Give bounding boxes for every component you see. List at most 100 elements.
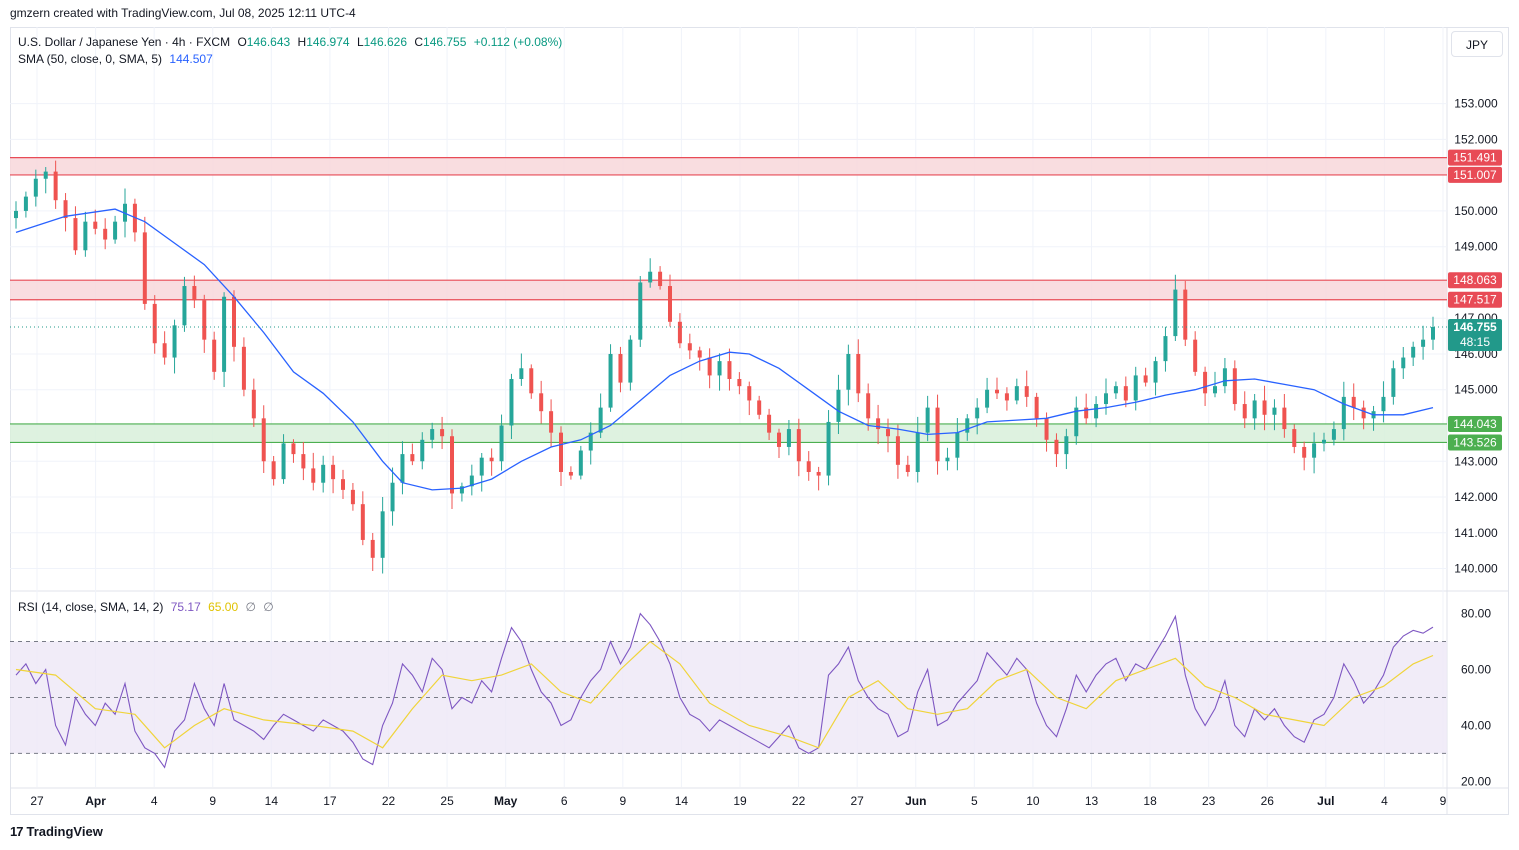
time-tick-label: 18 bbox=[1143, 794, 1157, 808]
time-tick-label: 14 bbox=[265, 794, 279, 808]
candles bbox=[14, 160, 1435, 574]
currency-button[interactable]: JPY bbox=[1451, 31, 1503, 57]
candle-body bbox=[777, 432, 781, 447]
candle-body bbox=[1272, 407, 1277, 415]
candle-body bbox=[440, 429, 445, 437]
candle-body bbox=[1252, 400, 1257, 419]
candle-body bbox=[1183, 289, 1188, 340]
rsi-label[interactable]: RSI (14, close, SMA, 14, 2) bbox=[18, 600, 164, 614]
candle-body bbox=[1113, 386, 1118, 394]
time-tick-label: 26 bbox=[1261, 794, 1275, 808]
candle-body bbox=[549, 411, 554, 433]
time-tick-label: 9 bbox=[1440, 794, 1447, 808]
candle-body bbox=[1361, 407, 1366, 419]
candle-body bbox=[103, 228, 108, 240]
price-tags: 151.491 151.007 148.063 147.517 144.043 143.5… bbox=[1448, 149, 1502, 451]
price-zones bbox=[10, 157, 1447, 444]
candle-body bbox=[43, 171, 48, 179]
high-value: 146.974 bbox=[306, 35, 350, 49]
candle-body bbox=[677, 321, 682, 344]
candle-body bbox=[648, 271, 653, 283]
time-tick-label: 13 bbox=[1085, 794, 1099, 808]
brand-name: TradingView bbox=[26, 824, 103, 839]
time-tick-label: 6 bbox=[561, 794, 568, 808]
candle-body bbox=[142, 232, 147, 304]
candle-body bbox=[1094, 404, 1099, 419]
sma-value: 144.507 bbox=[169, 52, 213, 66]
candle-body bbox=[212, 339, 217, 372]
time-tick-label: May bbox=[494, 794, 518, 808]
rsi-tick-label: 20.00 bbox=[1461, 774, 1491, 788]
support-price-tag bbox=[1448, 434, 1502, 451]
rsi-band bbox=[10, 641, 1447, 754]
resistance-price-tag-label: 148.063 bbox=[1453, 273, 1497, 287]
sma-label[interactable]: SMA (50, close, 0, SMA, 5) bbox=[18, 52, 163, 66]
candle-body bbox=[1203, 371, 1208, 394]
time-tick-label: Apr bbox=[85, 794, 106, 808]
candle-body bbox=[469, 475, 474, 487]
symbol-title[interactable]: U.S. Dollar / Japanese Yen · 4h · FXCM bbox=[18, 35, 231, 49]
time-tick-label: 25 bbox=[440, 794, 454, 808]
candle-body bbox=[1014, 386, 1019, 401]
resistance-price-tag-label: 151.007 bbox=[1453, 168, 1497, 182]
open-value: 146.643 bbox=[246, 35, 291, 49]
candle-body bbox=[1123, 386, 1128, 401]
candle-body bbox=[370, 539, 375, 558]
candle-body bbox=[261, 418, 266, 462]
candle-body bbox=[786, 429, 791, 447]
tradingview-brand[interactable]: 17 TradingView bbox=[10, 824, 103, 839]
candle-body bbox=[63, 200, 68, 219]
candle-body bbox=[53, 171, 58, 201]
resistance-price-tag bbox=[1448, 291, 1502, 308]
rsi-ma-value: 65.00 bbox=[208, 600, 239, 614]
candle-body bbox=[172, 325, 177, 358]
indicator-lines bbox=[10, 208, 1447, 769]
candle-body bbox=[658, 271, 663, 287]
candle-body bbox=[1143, 375, 1148, 383]
candle-body bbox=[767, 414, 772, 433]
candle-body bbox=[1084, 407, 1089, 419]
candle-body bbox=[489, 457, 494, 462]
price-tick-label: 142.000 bbox=[1454, 490, 1498, 504]
candle-body bbox=[747, 386, 752, 401]
candle-body bbox=[1262, 400, 1267, 415]
candle-body bbox=[955, 432, 960, 458]
candle-body bbox=[559, 432, 563, 472]
time-tick-label: 10 bbox=[1026, 794, 1040, 808]
candle-body bbox=[638, 282, 643, 340]
low-label: L bbox=[356, 35, 364, 49]
candle-body bbox=[1421, 339, 1426, 347]
candle-body bbox=[241, 346, 246, 390]
candle-body bbox=[856, 353, 861, 394]
price-tick-label: 143.000 bbox=[1454, 454, 1498, 468]
rsi-line bbox=[15, 612, 1434, 769]
time-tick-label: 22 bbox=[382, 794, 396, 808]
candle-body bbox=[390, 482, 395, 512]
price-tick-label: 150.000 bbox=[1454, 204, 1498, 218]
rsi-ma-line bbox=[15, 640, 1434, 749]
candle-body bbox=[895, 436, 900, 465]
time-tick-label: 19 bbox=[733, 794, 747, 808]
candle-body bbox=[33, 178, 38, 197]
resistance-price-tag-label: 147.517 bbox=[1453, 293, 1497, 307]
candle-body bbox=[836, 389, 841, 422]
time-tick-label: 4 bbox=[151, 794, 158, 808]
candle-body bbox=[1302, 446, 1307, 458]
candle-body bbox=[459, 486, 464, 494]
candle-body bbox=[846, 353, 851, 390]
candle-body bbox=[965, 418, 970, 433]
candle-body bbox=[1351, 396, 1356, 408]
price-tick-label: 153.000 bbox=[1454, 97, 1498, 111]
sma-legend: SMA (50, close, 0, SMA, 5) 144.507 bbox=[18, 52, 217, 66]
candle-body bbox=[1282, 407, 1287, 430]
rsi-tick-label: 60.00 bbox=[1461, 663, 1491, 677]
candle-body bbox=[796, 429, 801, 462]
time-tick-label: 5 bbox=[971, 794, 978, 808]
candle-body bbox=[232, 296, 236, 347]
rsi-band-fill bbox=[10, 641, 1447, 754]
candle-body bbox=[430, 429, 435, 440]
candle-body bbox=[737, 379, 742, 387]
candle-body bbox=[717, 361, 722, 376]
candle-body bbox=[1004, 393, 1009, 401]
